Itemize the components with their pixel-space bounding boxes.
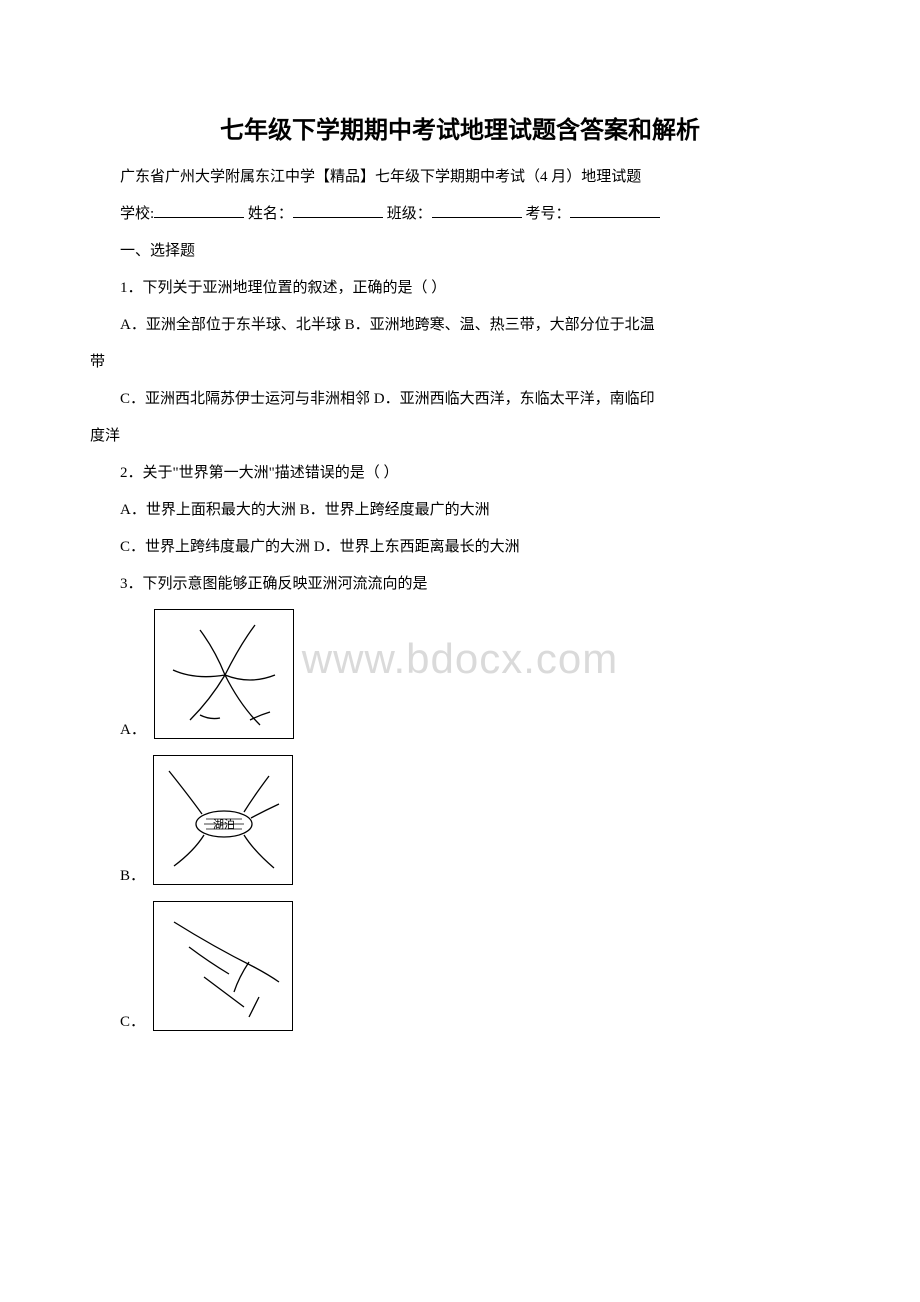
class-blank xyxy=(432,202,522,218)
q2-opts-ab: A．世界上面积最大的大洲 B．世界上跨经度最广的大洲 xyxy=(90,498,830,519)
option-a-label: A． xyxy=(120,718,146,739)
q2-stem: 2．关于"世界第一大洲"描述错误的是（ ） xyxy=(90,461,830,482)
lake-label-text: 湖泊 xyxy=(213,818,235,831)
section-heading: 一、选择题 xyxy=(90,239,830,260)
rivers-out-icon xyxy=(155,610,295,740)
option-b-label: B． xyxy=(120,864,145,885)
q3-option-c-row: C． xyxy=(120,901,830,1031)
examno-label: 考号： xyxy=(525,206,570,222)
q1-opts-cd-cont: 度洋 xyxy=(90,424,830,445)
option-c-label: C． xyxy=(120,1010,145,1031)
q1-opts-cd: C．亚洲西北隔苏伊士运河与非洲相邻 D．亚洲西临大西洋，东临太平洋，南临印 xyxy=(90,387,830,408)
diagram-b: 湖泊 xyxy=(153,755,293,885)
q2-opts-cd: C．世界上跨纬度最广的大洲 D．世界上东西距离最长的大洲 xyxy=(90,535,830,556)
student-info-line: 学校: 姓名： 班级： 考号： xyxy=(90,202,830,223)
rivers-lake-icon: 湖泊 xyxy=(154,756,294,886)
school-blank xyxy=(154,202,244,218)
school-label: 学校: xyxy=(120,206,154,222)
class-label: 班级： xyxy=(387,206,432,222)
name-blank xyxy=(293,202,383,218)
document-title: 七年级下学期期中考试地理试题含答案和解析 xyxy=(90,110,830,145)
q1-stem: 1．下列关于亚洲地理位置的叙述，正确的是（ ） xyxy=(90,276,830,297)
diagram-c xyxy=(153,901,293,1031)
q3-stem: 3．下列示意图能够正确反映亚洲河流流向的是 xyxy=(90,572,830,593)
document-subtitle: 广东省广州大学附属东江中学【精品】七年级下学期期中考试（4 月）地理试题 xyxy=(90,165,830,186)
q3-option-a-row: A． xyxy=(120,609,830,739)
name-label: 姓名： xyxy=(248,206,293,222)
rivers-diag-icon xyxy=(154,902,294,1032)
examno-blank xyxy=(570,202,660,218)
q1-opts-ab-cont: 带 xyxy=(90,350,830,371)
diagram-a xyxy=(154,609,294,739)
q1-opts-ab: A．亚洲全部位于东半球、北半球 B．亚洲地跨寒、温、热三带，大部分位于北温 xyxy=(90,313,830,334)
q3-option-b-row: B． 湖泊 xyxy=(120,755,830,885)
